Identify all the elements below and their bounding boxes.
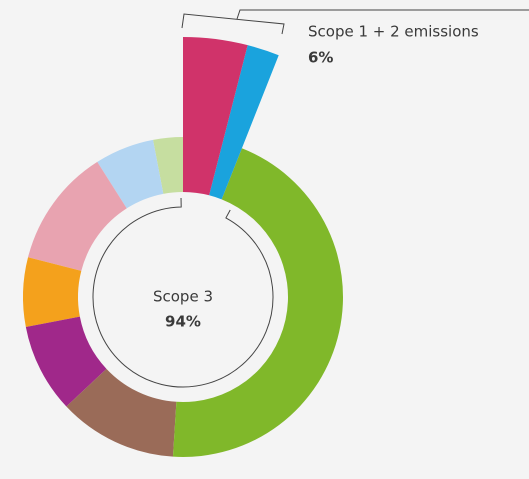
pie-slice <box>28 161 127 271</box>
pie-slice <box>25 316 107 407</box>
annotation-value: 6% <box>308 49 333 67</box>
inner-bracket <box>92 198 274 388</box>
center-label: Scope 3 <box>153 288 213 306</box>
pie-slice <box>209 45 279 200</box>
bracket-top <box>181 13 285 35</box>
pie-slice <box>23 257 82 327</box>
center-value: 94% <box>165 313 201 331</box>
leader-line <box>236 9 529 20</box>
pie-slice <box>172 148 343 457</box>
bracket-arc <box>92 198 274 388</box>
pie-slice <box>97 139 164 209</box>
annotation-label: Scope 1 + 2 emissions <box>308 23 479 41</box>
pie-slice <box>66 368 177 457</box>
pie-slice <box>153 137 183 194</box>
pie-slice <box>183 37 248 196</box>
